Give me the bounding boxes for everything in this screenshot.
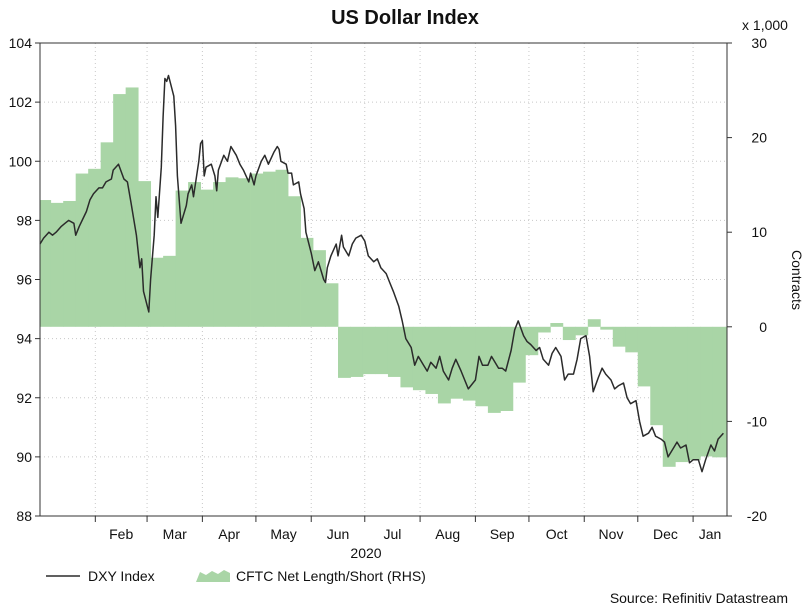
legend-label-dxy: DXY Index [88, 568, 155, 584]
cftc-bar [263, 171, 276, 327]
right-tick-label: 10 [751, 224, 767, 240]
cftc-bar [400, 326, 414, 388]
cftc-bar [50, 202, 64, 327]
cftc-bar [63, 200, 77, 327]
cftc-bar [113, 94, 127, 327]
cftc-bar [675, 326, 689, 463]
cftc-bar [300, 237, 314, 327]
x-tick-label: Nov [599, 526, 624, 542]
cftc-bar [350, 326, 364, 377]
left-tick-label: 90 [16, 449, 32, 465]
left-axis-ticks: 88 90 92 94 96 98 100 102 104 [9, 35, 40, 524]
cftc-bar [487, 326, 501, 413]
cftc-bar [650, 326, 664, 426]
cftc-bar [637, 326, 651, 387]
cftc-bar [525, 326, 539, 356]
cftc-bar [313, 250, 326, 327]
left-tick-label: 100 [9, 153, 33, 169]
cftc-bar [425, 326, 439, 394]
cftc-bar [175, 190, 189, 327]
legend-label-cftc: CFTC Net Length/Short (RHS) [236, 568, 426, 584]
cftc-bar [575, 326, 589, 336]
cftc-bar [387, 326, 401, 377]
cftc-bar [687, 326, 701, 461]
cftc-bar [700, 326, 714, 457]
right-tick-label: -10 [747, 413, 767, 429]
cftc-bar [462, 326, 476, 401]
cftc-bar [725, 326, 728, 458]
cftc-bar [550, 323, 564, 327]
cftc-bar [88, 168, 102, 327]
cftc-bar [238, 178, 251, 327]
cftc-bar [587, 319, 601, 327]
x-tick-label: Mar [163, 526, 187, 542]
cftc-bar [213, 182, 226, 327]
left-tick-label: 102 [9, 94, 33, 110]
cftc-bar [75, 173, 89, 327]
cftc-bar [712, 326, 726, 458]
cftc-bar [288, 196, 301, 327]
source-note: Source: Refinitiv Datastream [610, 590, 788, 606]
cftc-bar [138, 181, 152, 327]
cftc-bar [100, 142, 114, 327]
cftc-bar [537, 326, 551, 333]
right-axis-ticks: -20 -10 0 10 20 30 [727, 35, 767, 524]
cftc-bar [612, 326, 626, 347]
cftc-bar [150, 257, 164, 327]
cftc-bar [337, 326, 351, 378]
x-tick-label: Dec [653, 526, 678, 542]
right-tick-label: -20 [747, 508, 767, 524]
dxy-line [39, 74, 724, 473]
x-tick-label: Apr [218, 526, 240, 542]
cftc-bar [475, 326, 489, 407]
x-tick-label: Aug [435, 526, 460, 542]
legend-swatch-cftc [196, 570, 230, 582]
right-tick-label: 0 [759, 319, 767, 335]
left-tick-label: 104 [9, 35, 33, 51]
cftc-bar [225, 177, 239, 327]
x-tick-label: Jan [699, 526, 722, 542]
cftc-bar [275, 169, 289, 327]
x-tick-label: May [270, 526, 296, 542]
legend: DXY Index CFTC Net Length/Short (RHS) [46, 568, 426, 584]
right-tick-label: 30 [751, 35, 767, 51]
right-axis-label: Contracts [789, 250, 805, 310]
chart-title: US Dollar Index [331, 7, 479, 29]
x-axis-ticks: Feb Mar Apr May Jun Jul Aug Sep Oct Nov Dec Jan [94, 516, 722, 542]
cftc-bar [375, 326, 389, 375]
x-tick-label: Oct [546, 526, 568, 542]
cftc-area [40, 87, 728, 467]
left-tick-label: 98 [16, 212, 32, 228]
cftc-bar [250, 173, 264, 327]
left-tick-label: 94 [16, 331, 32, 347]
cftc-bar [188, 182, 201, 327]
x-tick-label: Sep [490, 526, 515, 542]
left-tick-label: 92 [16, 390, 32, 406]
left-tick-label: 88 [16, 508, 32, 524]
cftc-bar [200, 189, 214, 327]
cftc-bar [163, 255, 177, 327]
cftc-bar [362, 326, 376, 375]
cftc-bar [600, 326, 614, 330]
x-tick-label: Feb [109, 526, 133, 542]
cftc-bar [40, 200, 52, 327]
cftc-bar [512, 326, 526, 383]
x-tick-label: Jul [383, 526, 401, 542]
cftc-bar [437, 326, 451, 404]
left-tick-label: 96 [16, 272, 32, 288]
cftc-bar [325, 283, 339, 327]
x-tick-label: Jun [327, 526, 350, 542]
cftc-bar [562, 326, 576, 341]
cftc-bar [662, 326, 676, 467]
right-tick-label: 20 [751, 130, 767, 146]
cftc-bar [625, 326, 639, 353]
dxy-series-line [39, 74, 724, 473]
x-axis-label: 2020 [350, 545, 381, 561]
right-axis-multiplier: x 1,000 [742, 17, 788, 33]
